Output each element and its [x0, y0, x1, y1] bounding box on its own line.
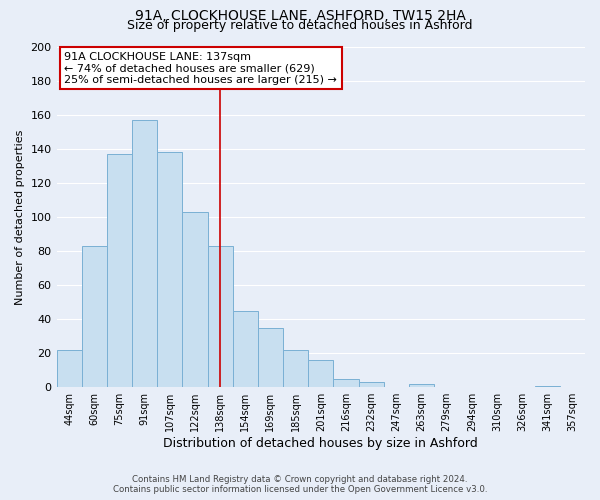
- Bar: [233, 310, 258, 387]
- Bar: [107, 154, 132, 387]
- Bar: [258, 328, 283, 387]
- Text: Contains HM Land Registry data © Crown copyright and database right 2024.
Contai: Contains HM Land Registry data © Crown c…: [113, 474, 487, 494]
- Bar: [56, 350, 82, 387]
- Bar: [283, 350, 308, 387]
- Bar: [157, 152, 182, 387]
- Bar: [308, 360, 334, 387]
- Text: 91A CLOCKHOUSE LANE: 137sqm
← 74% of detached houses are smaller (629)
25% of se: 91A CLOCKHOUSE LANE: 137sqm ← 74% of det…: [64, 52, 337, 85]
- Bar: [82, 246, 107, 387]
- X-axis label: Distribution of detached houses by size in Ashford: Distribution of detached houses by size …: [163, 437, 478, 450]
- Bar: [132, 120, 157, 387]
- Bar: [208, 246, 233, 387]
- Bar: [535, 386, 560, 387]
- Text: Size of property relative to detached houses in Ashford: Size of property relative to detached ho…: [127, 18, 473, 32]
- Bar: [359, 382, 383, 387]
- Y-axis label: Number of detached properties: Number of detached properties: [15, 129, 25, 304]
- Text: 91A, CLOCKHOUSE LANE, ASHFORD, TW15 2HA: 91A, CLOCKHOUSE LANE, ASHFORD, TW15 2HA: [134, 8, 466, 22]
- Bar: [409, 384, 434, 387]
- Bar: [334, 378, 359, 387]
- Bar: [182, 212, 208, 387]
